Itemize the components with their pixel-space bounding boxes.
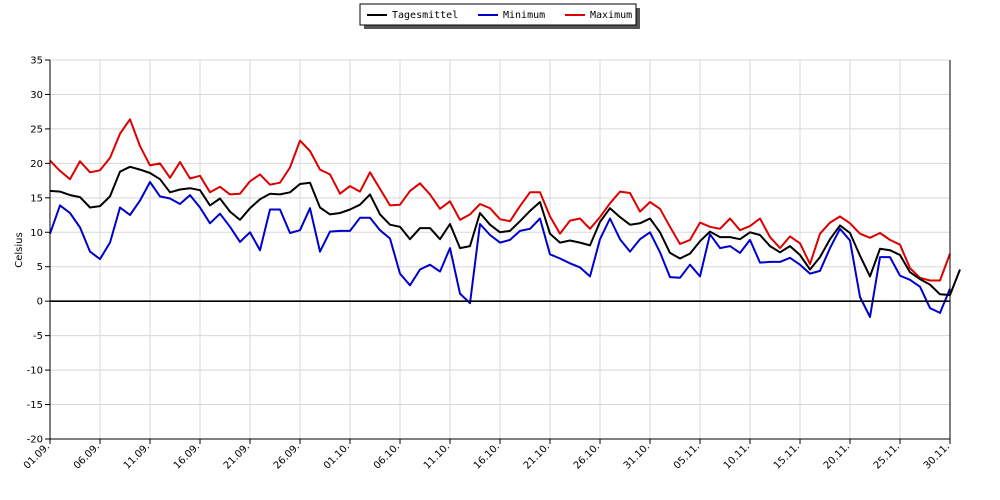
x-tick-label: 06.10. <box>372 441 402 471</box>
y-tick-label: 5 <box>37 262 43 273</box>
x-tick-label: 01.09. <box>22 441 52 471</box>
y-tick-label: 25 <box>30 124 43 135</box>
y-tick-label: -5 <box>33 331 43 342</box>
legend-label-maximum: Maximum <box>590 10 632 21</box>
legend: Tagesmittel Minimum Maximum <box>359 3 640 29</box>
y-tick-label: -20 <box>27 435 43 446</box>
legend-label-tagesmittel: Tagesmittel <box>392 10 458 21</box>
y-tick-label: 35 <box>30 56 43 67</box>
legend-label-minimum: Minimum <box>503 10 545 21</box>
x-tick-label: 05.11. <box>672 441 702 471</box>
x-tick-label: 25.11. <box>872 441 902 471</box>
series-line-minimum <box>49 181 951 318</box>
x-tick-label: 20.11. <box>822 441 852 471</box>
x-tick-label: 21.10. <box>522 441 552 471</box>
x-tick-label: 06.09. <box>72 441 102 471</box>
x-tick-label: 26.10. <box>572 441 602 471</box>
series-line-tagesmittel <box>49 165 961 296</box>
y-axis-label: Celsius <box>14 232 25 267</box>
x-tick-label: 26.09. <box>272 441 302 471</box>
axes <box>49 60 951 440</box>
series-line-maximum <box>49 118 951 282</box>
y-tick-label: 30 <box>30 90 43 101</box>
y-tick-label: -15 <box>27 400 43 411</box>
x-tick-label: 15.11. <box>772 441 802 471</box>
x-tick-label: 16.10. <box>472 441 502 471</box>
y-tick-label: -10 <box>27 366 43 377</box>
y-tick-label: 20 <box>30 159 43 170</box>
x-tick-label: 21.09. <box>222 441 252 471</box>
x-tick-label: 01.10. <box>322 441 352 471</box>
x-tick-label: 10.11. <box>722 441 752 471</box>
y-tick-label: 15 <box>30 193 43 204</box>
gridlines <box>50 59 951 440</box>
x-tick-label: 11.09. <box>122 441 152 471</box>
y-tick-label: 10 <box>30 228 43 239</box>
x-tick-label: 16.09. <box>172 441 202 471</box>
x-tick-label: 11.10. <box>422 441 452 471</box>
x-tick-label: 30.11. <box>922 441 952 471</box>
series-lines <box>49 118 961 318</box>
x-tick-label: 31.10. <box>622 441 652 471</box>
y-tick-label: 0 <box>37 297 43 308</box>
